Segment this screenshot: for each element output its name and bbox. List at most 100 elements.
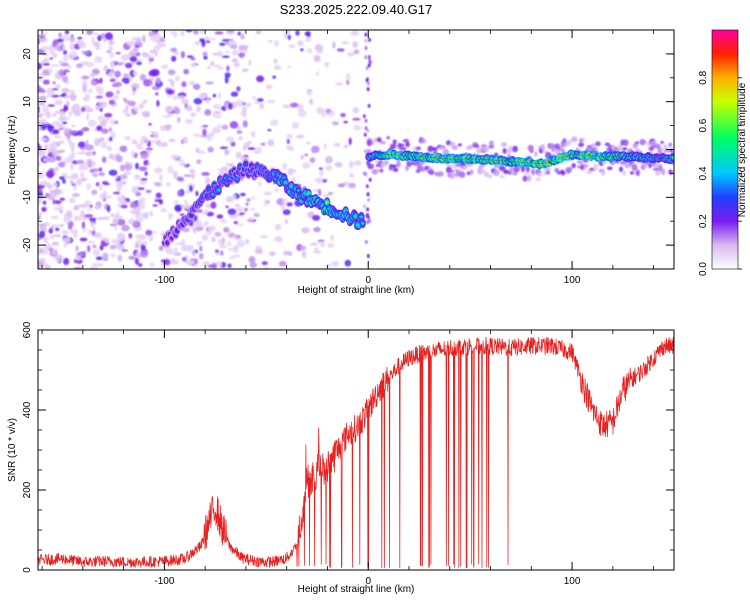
noise-blob: [58, 32, 62, 38]
halo-blob: [566, 139, 573, 145]
halo-blob: [499, 174, 505, 178]
x-tick-label: 100: [564, 275, 581, 286]
noise-blob: [83, 50, 91, 56]
ridge-core: [325, 200, 329, 204]
halo-blob: [483, 171, 489, 178]
noise-blob: [129, 75, 133, 82]
noise-blob: [295, 30, 300, 36]
noise-blob: [276, 198, 285, 206]
noise-blob: [210, 201, 217, 209]
noise-blobs: [38, 30, 674, 269]
halo-blob: [586, 170, 593, 174]
noise-blob: [346, 51, 355, 57]
noise-blob: [105, 116, 110, 123]
noise-blob: [38, 149, 47, 157]
noise-blob: [231, 49, 240, 56]
noise-blob: [267, 39, 273, 43]
noise-blob: [54, 143, 59, 148]
noise-blob: [168, 139, 176, 142]
noise-blob: [61, 34, 70, 42]
noise-blob: [79, 203, 88, 209]
noise-blob: [46, 125, 55, 130]
noise-blob: [251, 196, 256, 200]
noise-blob: [242, 113, 247, 118]
noise-blob: [260, 142, 266, 146]
noise-blob: [39, 38, 44, 42]
noise-blob: [97, 115, 107, 122]
noise-blob: [44, 143, 48, 151]
noise-blob: [59, 176, 65, 180]
noise-blob: [194, 40, 201, 46]
noise-blob: [52, 182, 58, 187]
noise-blob: [237, 31, 241, 36]
noise-blob: [274, 223, 282, 231]
noise-blob: [59, 197, 66, 201]
noise-blob: [98, 183, 103, 191]
noise-blob: [71, 192, 81, 198]
colorbar-ticks: 0.0 0.2 0.4 0.6 0.8: [698, 70, 742, 276]
halo-blob: [428, 169, 435, 175]
noise-blob: [267, 128, 272, 132]
noise-blob: [117, 195, 123, 203]
noise-blob: [115, 180, 124, 188]
noise-blob: [113, 81, 122, 88]
noise-blob: [257, 98, 264, 102]
noise-blob: [132, 208, 142, 215]
noise-blob: [43, 157, 48, 162]
noise-blob: [233, 245, 239, 253]
noise-blob: [79, 171, 85, 178]
noise-blob: [78, 41, 87, 49]
ridge-core: [169, 236, 174, 240]
noise-blob: [121, 61, 125, 65]
noise-blob: [123, 79, 130, 85]
halo-blob: [546, 170, 551, 175]
noise-blob: [195, 190, 199, 197]
noise-blob: [287, 145, 294, 152]
noise-blob: [103, 190, 108, 198]
noise-blob: [186, 55, 194, 58]
noise-blob: [186, 105, 193, 112]
noise-blob: [242, 120, 248, 128]
noise-blob: [226, 65, 230, 72]
noise-blob: [103, 65, 109, 72]
noise-blob: [63, 216, 71, 224]
colorbar-tick-label: 0.0: [698, 262, 709, 276]
noise-blob: [73, 259, 78, 264]
noise-blob: [331, 260, 339, 267]
noise-blob: [173, 51, 180, 55]
noise-blob: [324, 165, 333, 171]
noise-blob: [130, 62, 136, 65]
noise-blob: [38, 250, 41, 256]
noise-blob: [218, 245, 228, 249]
noise-blob: [266, 200, 270, 204]
noise-blob: [100, 141, 108, 149]
noise-blob: [65, 80, 70, 85]
noise-blob: [314, 177, 324, 184]
noise-blob: [49, 57, 53, 60]
y-tick-label: -20: [22, 237, 33, 252]
noise-blob: [155, 92, 159, 96]
noise-blob: [205, 81, 214, 85]
halo-blob: [488, 145, 495, 149]
halo-blob: [379, 168, 384, 173]
noise-blob: [365, 239, 368, 244]
y-tick-label: 200: [22, 481, 33, 498]
halo-blob: [437, 171, 444, 177]
noise-blob: [304, 31, 311, 37]
noise-blob: [190, 63, 197, 68]
noise-blob: [168, 212, 174, 219]
noise-blob: [232, 254, 241, 258]
halo-blob: [619, 160, 627, 166]
noise-blob: [309, 157, 316, 164]
noise-blob: [158, 37, 166, 43]
noise-blob: [81, 127, 90, 132]
halo-blob: [493, 169, 500, 177]
noise-blob: [90, 80, 98, 87]
noise-blob: [110, 253, 117, 258]
halo-blob: [449, 169, 455, 173]
noise-blob: [137, 263, 143, 267]
noise-blob: [114, 214, 123, 220]
noise-blob: [89, 168, 96, 173]
noise-blob: [138, 166, 148, 172]
